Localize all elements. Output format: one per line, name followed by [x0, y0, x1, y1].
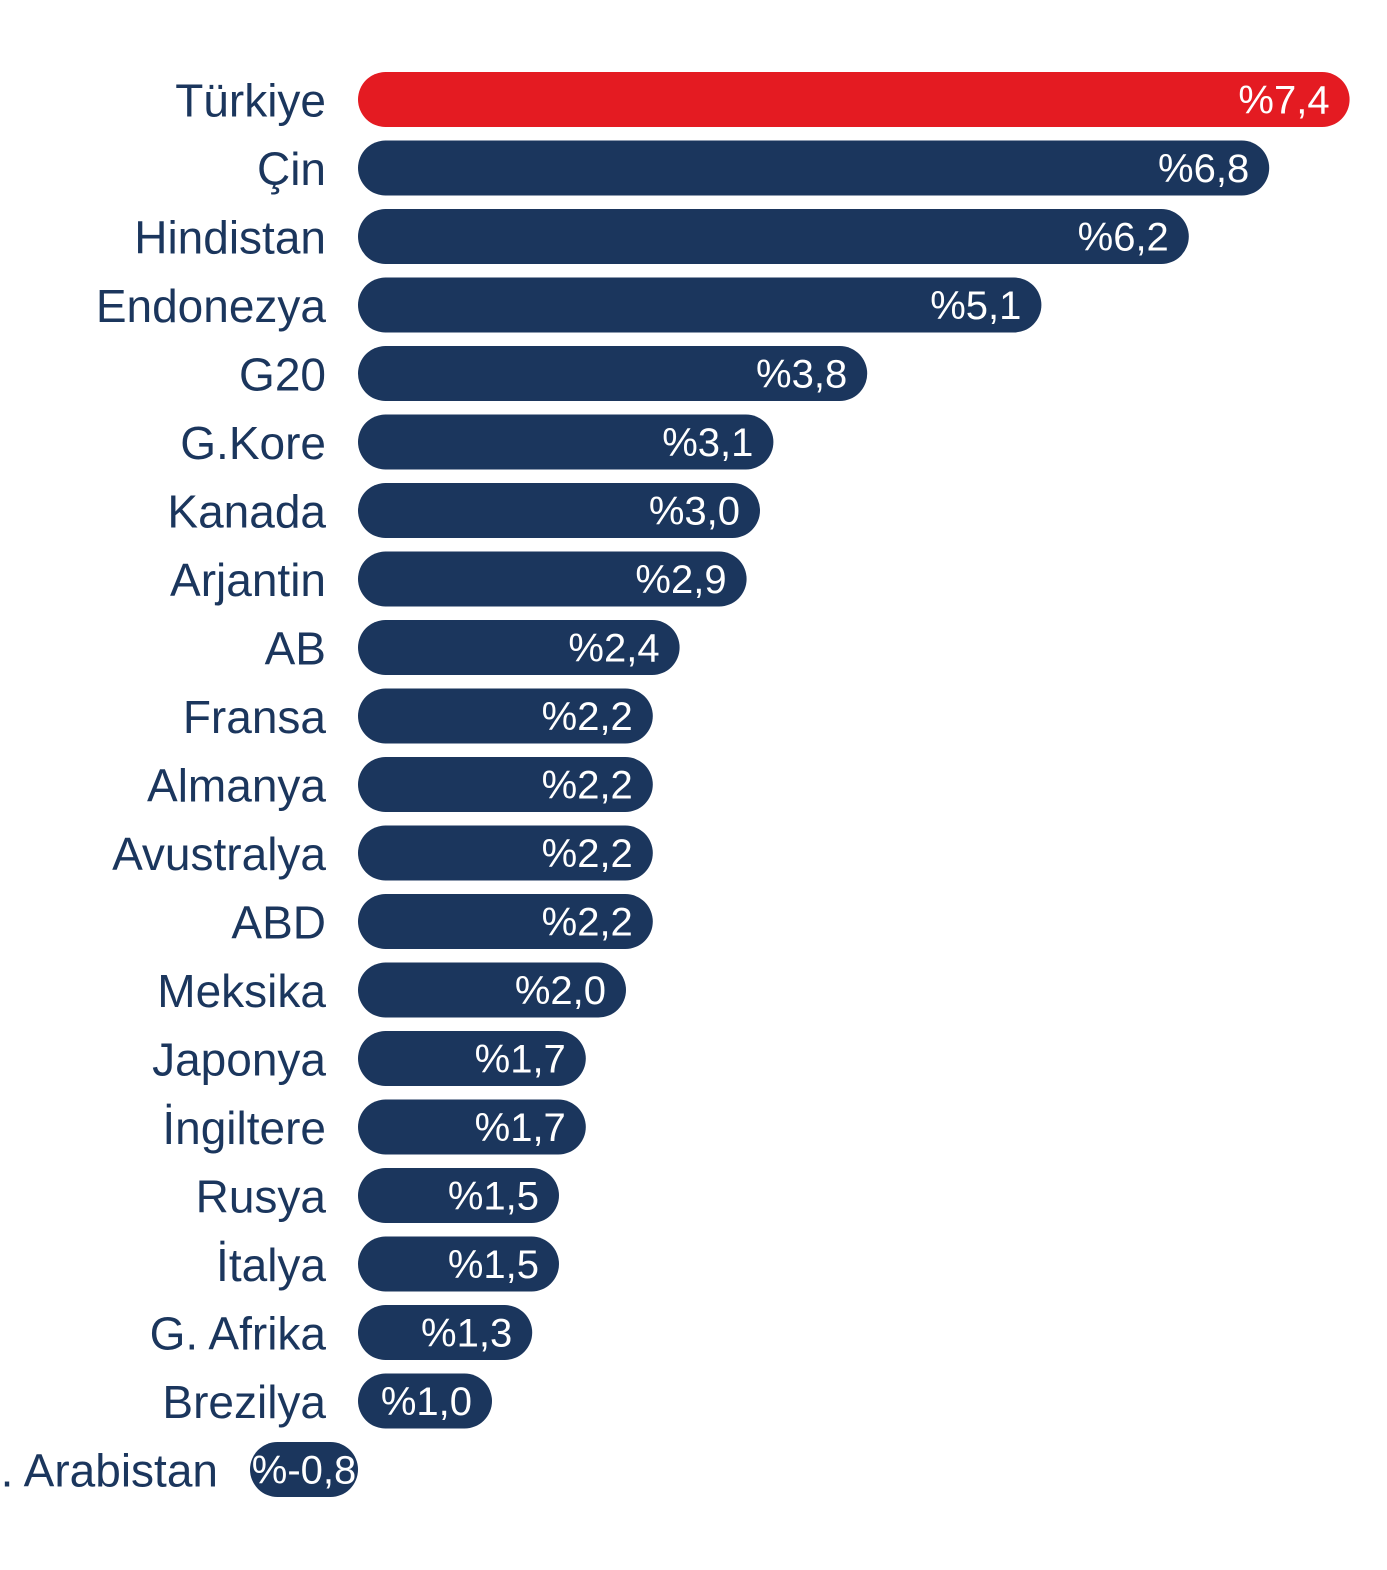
category-label-10: Almanya: [147, 760, 326, 812]
value-label-16: %1,5: [448, 1175, 539, 1219]
value-label-3: %5,1: [930, 284, 1021, 328]
value-label-6: %3,0: [649, 490, 740, 534]
value-label-8: %2,4: [568, 627, 659, 671]
category-label-17: İtalya: [216, 1239, 326, 1291]
bar-7: [358, 551, 747, 607]
bar-5: [358, 414, 774, 470]
bar-0: [358, 72, 1350, 127]
category-label-1: Çin: [257, 143, 326, 195]
category-label-14: Japonya: [152, 1034, 326, 1086]
bar-6: [358, 483, 760, 538]
value-label-17: %1,5: [448, 1243, 539, 1287]
bar-11: [358, 825, 653, 881]
bar-18: [358, 1305, 533, 1360]
category-label-5: G.Kore: [180, 417, 326, 469]
value-label-11: %2,2: [542, 832, 633, 876]
category-label-3: Endonezya: [96, 280, 327, 332]
category-label-11: Avustralya: [112, 828, 326, 880]
value-label-1: %6,8: [1158, 147, 1249, 191]
category-label-2: Hindistan: [134, 212, 326, 264]
bar-3: [358, 277, 1042, 333]
bar-12: [358, 894, 653, 949]
value-label-20: %-0,8: [252, 1449, 357, 1493]
bar-1: [358, 140, 1270, 196]
category-label-7: Arjantin: [170, 554, 326, 606]
value-label-2: %6,2: [1078, 216, 1169, 260]
category-label-8: AB: [265, 623, 326, 675]
bar-17: [358, 1236, 559, 1292]
category-label-6: Kanada: [167, 486, 326, 538]
bar-8: [358, 620, 680, 675]
category-label-16: Rusya: [196, 1171, 327, 1223]
bar-10: [358, 757, 653, 812]
value-label-7: %2,9: [635, 558, 726, 602]
value-label-0: %7,4: [1238, 79, 1329, 123]
value-label-9: %2,2: [542, 695, 633, 739]
bar-16: [358, 1168, 559, 1223]
value-label-14: %1,7: [475, 1038, 566, 1082]
bar-4: [358, 346, 868, 401]
bar-9: [358, 688, 653, 744]
category-label-13: Meksika: [157, 965, 326, 1017]
category-label-0: Türkiye: [175, 75, 326, 127]
category-label-19: Brezilya: [162, 1376, 326, 1428]
value-label-15: %1,7: [475, 1106, 566, 1150]
category-label-4: G20: [239, 349, 326, 401]
bars-group: %7,4 Türkiye %6,8 Çin %6,2 Hindistan %5,1 Endon…: [0, 72, 1350, 1497]
bar-2: [358, 209, 1189, 264]
value-label-5: %3,1: [662, 421, 753, 465]
category-label-15: İngiltere: [162, 1102, 326, 1154]
bar-20: [250, 1442, 358, 1497]
value-label-12: %2,2: [542, 901, 633, 945]
category-label-20: S. Arabistan: [0, 1445, 218, 1497]
bar-15: [358, 1099, 586, 1155]
value-label-13: %2,0: [515, 969, 606, 1013]
bar-14: [358, 1031, 586, 1086]
value-label-10: %2,2: [542, 764, 633, 808]
category-label-12: ABD: [231, 897, 326, 949]
value-label-4: %3,8: [756, 353, 847, 397]
category-label-18: G. Afrika: [150, 1308, 327, 1360]
value-label-19: %1,0: [381, 1380, 472, 1424]
bar-19: [358, 1373, 492, 1429]
value-label-18: %1,3: [421, 1312, 512, 1356]
bar-13: [358, 962, 626, 1018]
category-label-9: Fransa: [183, 691, 327, 743]
